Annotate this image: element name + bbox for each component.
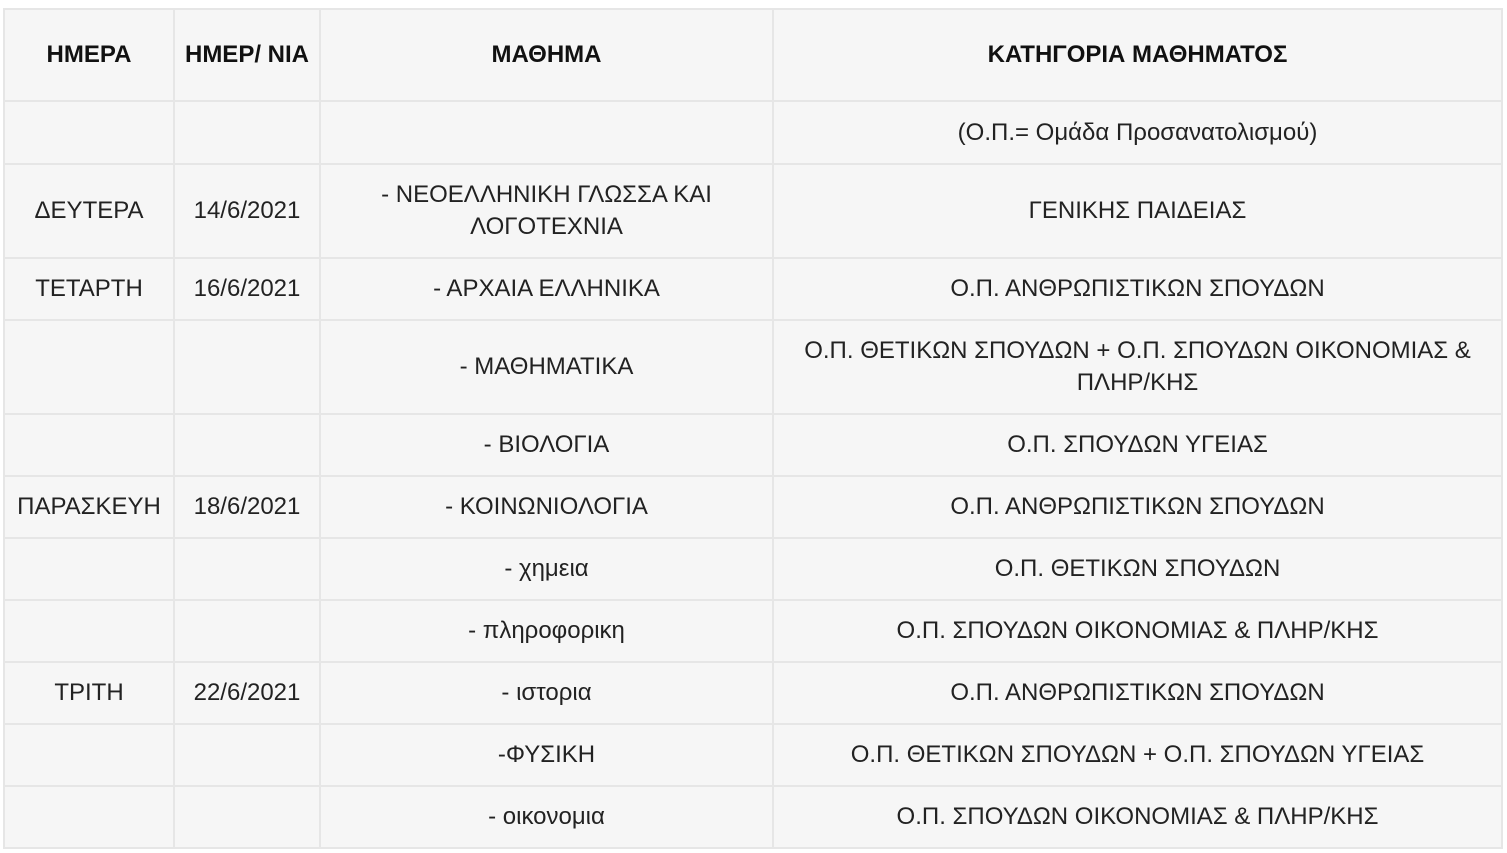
subject-cell: - ΒΙΟΛΟΓΙΑ: [319, 413, 774, 477]
category-cell: (Ο.Π.= Ομάδα Προσανατολισμού): [772, 100, 1503, 165]
table-row: ΠΑΡΑΣΚΕΥΗ 18/6/2021- ΚΟΙΝΩΝΙΟΛΟΓΙΑ Ο.Π. ΑΝ…: [3, 475, 1503, 539]
subject-cell: -ΦΥΣΙΚΗ: [319, 723, 774, 787]
header-day: ΗΜΕΡΑ: [3, 8, 175, 102]
subject-cell: - ΑΡΧΑΙΑ ΕΛΛΗΝΙΚΑ: [319, 257, 774, 321]
category-cell: ΓΕΝΙΚΗΣ ΠΑΙΔΕΙΑΣ: [772, 163, 1503, 259]
day-cell: [3, 785, 175, 849]
table-row: - πληροφορικη Ο.Π. ΣΠΟΥΔΩΝ ΟΙΚΟΝΟΜΙΑΣ & Π…: [3, 599, 1503, 663]
day-cell: ΤΡΙΤΗ: [3, 661, 175, 725]
category-cell: Ο.Π. ΣΠΟΥΔΩΝ ΟΙΚΟΝΟΜΙΑΣ & ΠΛΗΡ/ΚΗΣ: [772, 785, 1503, 849]
subject-cell: - πληροφορικη: [319, 599, 774, 663]
day-cell: [3, 723, 175, 787]
date-cell: [173, 599, 321, 663]
subject-cell: - ΚΟΙΝΩΝΙΟΛΟΓΙΑ: [319, 475, 774, 539]
day-cell: ΔΕΥΤΕΡΑ: [3, 163, 175, 259]
date-cell: 22/6/2021: [173, 661, 321, 725]
day-cell: [3, 537, 175, 601]
subject-cell: - οικονομια: [319, 785, 774, 849]
exam-schedule-table: ΗΜΕΡΑ ΗΜΕΡ/ ΝΙΑ ΜΑΘΗΜΑ ΚΑΤΗΓΟΡΙΑ ΜΑΘΗΜΑΤ…: [3, 8, 1503, 849]
date-cell: [173, 537, 321, 601]
category-cell: Ο.Π. ΑΝΘΡΩΠΙΣΤΙΚΩΝ ΣΠΟΥΔΩΝ: [772, 475, 1503, 539]
category-cell: Ο.Π. ΘΕΤΙΚΩΝ ΣΠΟΥΔΩΝ: [772, 537, 1503, 601]
subject-cell: - ΝΕΟΕΛΛΗΝΙΚΗ ΓΛΩΣΣΑ ΚΑΙ ΛΟΓΟΤΕΧΝΙΑ: [319, 163, 774, 259]
date-cell: 14/6/2021: [173, 163, 321, 259]
subject-cell: - χημεια: [319, 537, 774, 601]
category-cell: Ο.Π. ΑΝΘΡΩΠΙΣΤΙΚΩΝ ΣΠΟΥΔΩΝ: [772, 257, 1503, 321]
table-row: - οικονομια Ο.Π. ΣΠΟΥΔΩΝ ΟΙΚΟΝΟΜΙΑΣ & ΠΛΗ…: [3, 785, 1503, 849]
subject-cell: - ιστορια: [319, 661, 774, 725]
table-row: (Ο.Π.= Ομάδα Προσανατολισμού): [3, 100, 1503, 165]
table-row: ΤΡΙΤΗ 22/6/2021- ιστορια Ο.Π. ΑΝΘΡΩΠΙΣΤΙΚΩ…: [3, 661, 1503, 725]
header-subject: ΜΑΘΗΜΑ: [319, 8, 774, 102]
day-cell: [3, 319, 175, 415]
date-cell: [173, 785, 321, 849]
header-row: ΗΜΕΡΑ ΗΜΕΡ/ ΝΙΑ ΜΑΘΗΜΑ ΚΑΤΗΓΟΡΙΑ ΜΑΘΗΜΑΤ…: [3, 8, 1503, 102]
table-row: - ΒΙΟΛΟΓΙΑ Ο.Π. ΣΠΟΥΔΩΝ ΥΓΕΙΑΣ: [3, 413, 1503, 477]
date-cell: 18/6/2021: [173, 475, 321, 539]
day-cell: [3, 599, 175, 663]
date-cell: [173, 413, 321, 477]
date-cell: [173, 723, 321, 787]
date-cell: [173, 100, 321, 165]
day-cell: [3, 100, 175, 165]
date-cell: 16/6/2021: [173, 257, 321, 321]
table-row: - ΜΑΘΗΜΑΤΙΚΑ Ο.Π. ΘΕΤΙΚΩΝ ΣΠΟΥΔΩΝ + Ο.Π. …: [3, 319, 1503, 415]
day-cell: ΤΕΤΑΡΤΗ: [3, 257, 175, 321]
table-row: ΔΕΥΤΕΡΑ 14/6/2021- ΝΕΟΕΛΛΗΝΙΚΗ ΓΛΩΣΣΑ ΚΑΙ…: [3, 163, 1503, 259]
day-cell: ΠΑΡΑΣΚΕΥΗ: [3, 475, 175, 539]
date-cell: [173, 319, 321, 415]
table-row: -ΦΥΣΙΚΗ Ο.Π. ΘΕΤΙΚΩΝ ΣΠΟΥΔΩΝ + Ο.Π. ΣΠΟΥΔ…: [3, 723, 1503, 787]
category-cell: Ο.Π. ΣΠΟΥΔΩΝ ΥΓΕΙΑΣ: [772, 413, 1503, 477]
day-cell: [3, 413, 175, 477]
table-row: - χημεια Ο.Π. ΘΕΤΙΚΩΝ ΣΠΟΥΔΩΝ: [3, 537, 1503, 601]
category-cell: Ο.Π. ΘΕΤΙΚΩΝ ΣΠΟΥΔΩΝ + Ο.Π. ΣΠΟΥΔΩΝ ΥΓΕΙ…: [772, 723, 1503, 787]
category-cell: Ο.Π. ΣΠΟΥΔΩΝ ΟΙΚΟΝΟΜΙΑΣ & ΠΛΗΡ/ΚΗΣ: [772, 599, 1503, 663]
category-cell: Ο.Π. ΘΕΤΙΚΩΝ ΣΠΟΥΔΩΝ + Ο.Π. ΣΠΟΥΔΩΝ ΟΙΚΟ…: [772, 319, 1503, 415]
table-row: ΤΕΤΑΡΤΗ 16/6/2021- ΑΡΧΑΙΑ ΕΛΛΗΝΙΚΑ Ο.Π. ΑΝ…: [3, 257, 1503, 321]
header-date: ΗΜΕΡ/ ΝΙΑ: [173, 8, 321, 102]
subject-cell: - ΜΑΘΗΜΑΤΙΚΑ: [319, 319, 774, 415]
subject-cell: [319, 100, 774, 165]
header-category: ΚΑΤΗΓΟΡΙΑ ΜΑΘΗΜΑΤΟΣ: [772, 8, 1503, 102]
category-cell: Ο.Π. ΑΝΘΡΩΠΙΣΤΙΚΩΝ ΣΠΟΥΔΩΝ: [772, 661, 1503, 725]
